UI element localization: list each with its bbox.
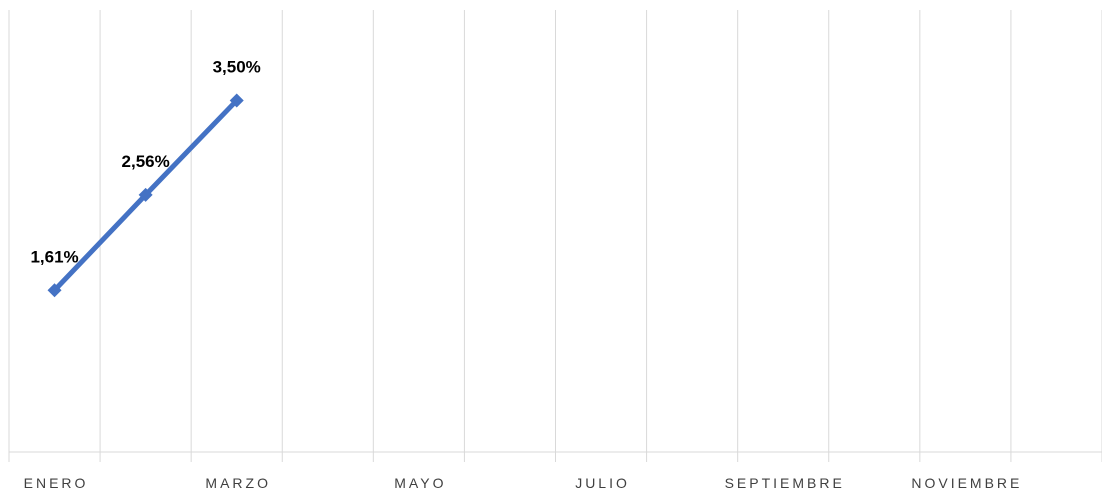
x-tick-label: MARZO bbox=[205, 475, 271, 491]
data-point-marker bbox=[138, 187, 153, 202]
data-label: 2,56% bbox=[122, 152, 170, 171]
x-tick-label: MAYO bbox=[394, 475, 446, 491]
series-layer bbox=[47, 93, 244, 298]
data-label: 3,50% bbox=[213, 57, 261, 76]
data-point-marker bbox=[47, 283, 62, 298]
x-axis-tick-labels: ENERO MARZO MAYO JULIO SEPTIEMBRE NOVIEMBRE bbox=[24, 475, 1022, 491]
vertical-gridlines bbox=[8, 10, 1102, 462]
x-tick-label: ENERO bbox=[24, 475, 89, 491]
x-tick-label: SEPTIEMBRE bbox=[725, 475, 845, 491]
x-tick-label: JULIO bbox=[575, 475, 630, 491]
data-point-marker bbox=[229, 93, 244, 108]
data-labels: 1,61% 2,56% 3,50% bbox=[30, 57, 260, 266]
data-label: 1,61% bbox=[30, 247, 78, 266]
x-tick-label: NOVIEMBRE bbox=[911, 475, 1022, 491]
